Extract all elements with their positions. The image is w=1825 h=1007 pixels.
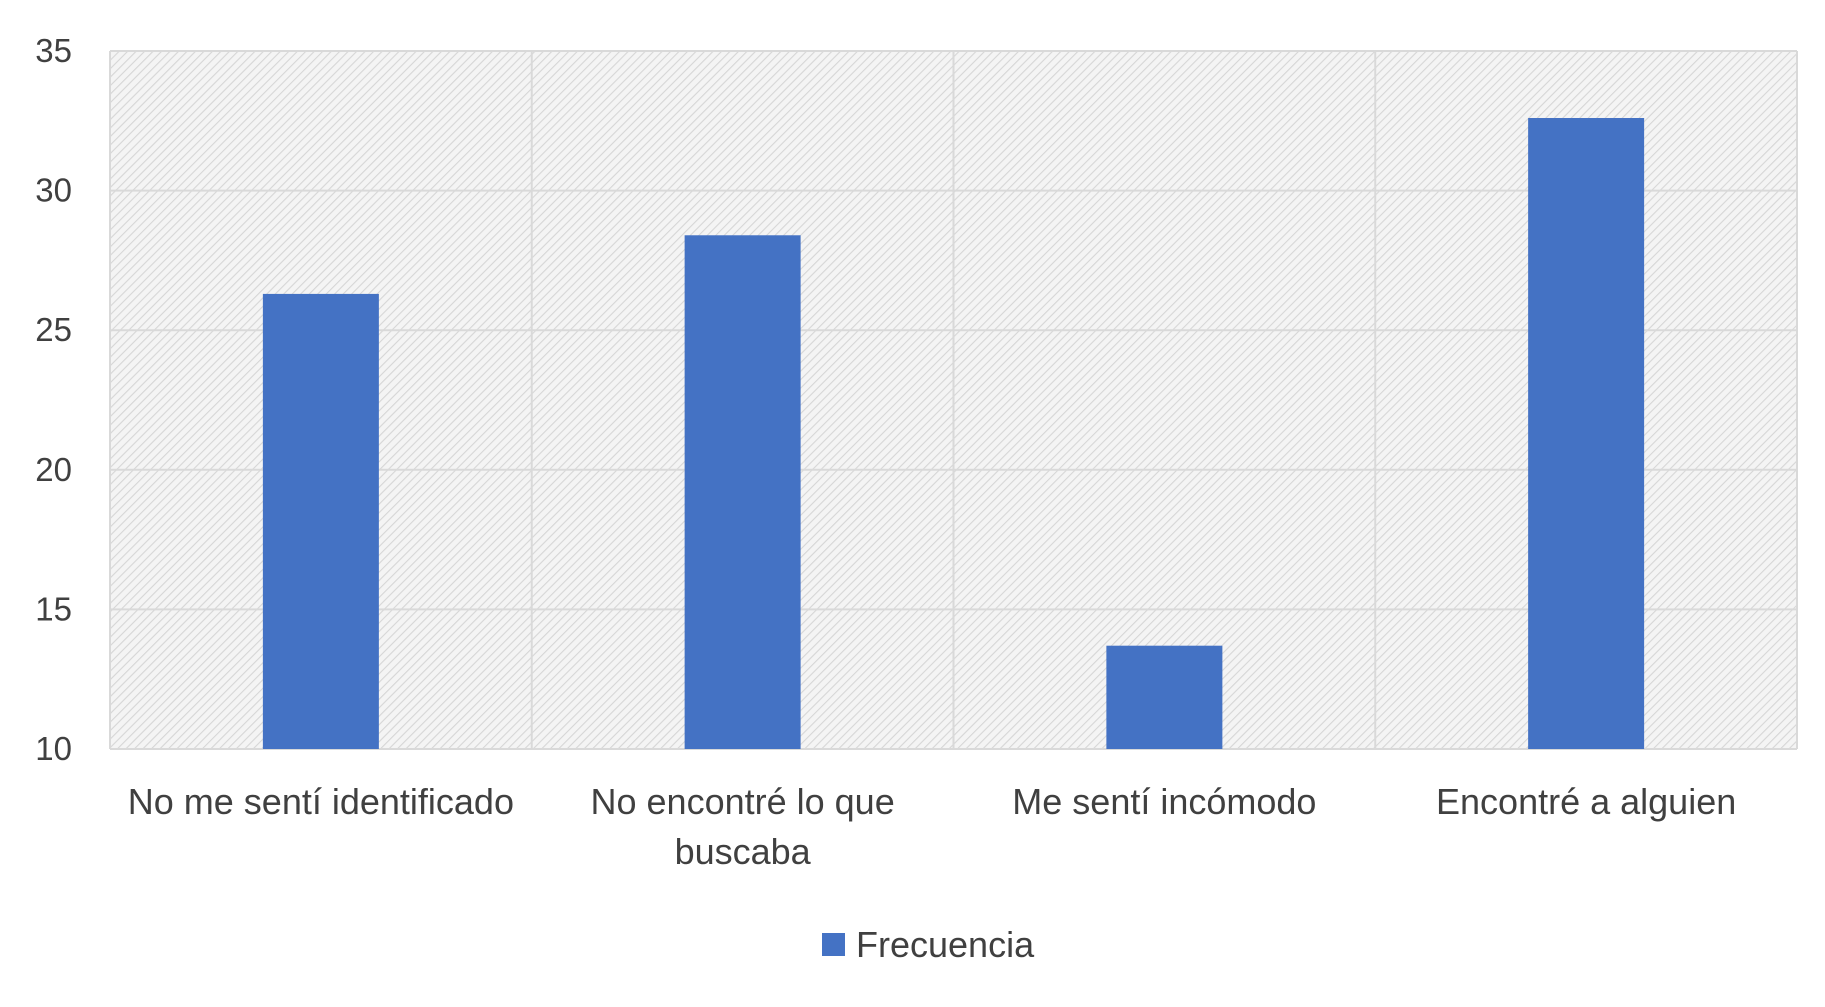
y-tick-label: 25	[35, 311, 72, 348]
legend: Frecuencia	[822, 924, 1035, 965]
bars	[262, 118, 1645, 750]
legend-swatch	[822, 933, 845, 956]
x-category-label: No me sentí identificado	[128, 781, 514, 822]
legend-label: Frecuencia	[856, 924, 1035, 965]
y-tick-label: 30	[35, 172, 72, 209]
x-category-label: Me sentí incómodo	[1012, 781, 1316, 822]
bar	[684, 235, 801, 750]
y-tick-label: 15	[35, 590, 72, 627]
x-category-label: No encontré lo que	[591, 781, 895, 822]
y-tick-label: 20	[35, 451, 72, 488]
x-axis: No me sentí identificado No encontré lo q…	[128, 781, 1736, 872]
y-tick-label: 35	[35, 32, 72, 69]
x-category-label: Encontré a alguien	[1436, 781, 1736, 822]
y-tick-label: 10	[35, 730, 72, 767]
bar	[1528, 118, 1645, 750]
bar	[1106, 645, 1223, 749]
bar	[262, 293, 379, 749]
y-axis: 10 15 20 25 30 35	[35, 32, 72, 767]
gridlines	[109, 50, 1798, 750]
x-category-label: buscaba	[675, 831, 812, 872]
